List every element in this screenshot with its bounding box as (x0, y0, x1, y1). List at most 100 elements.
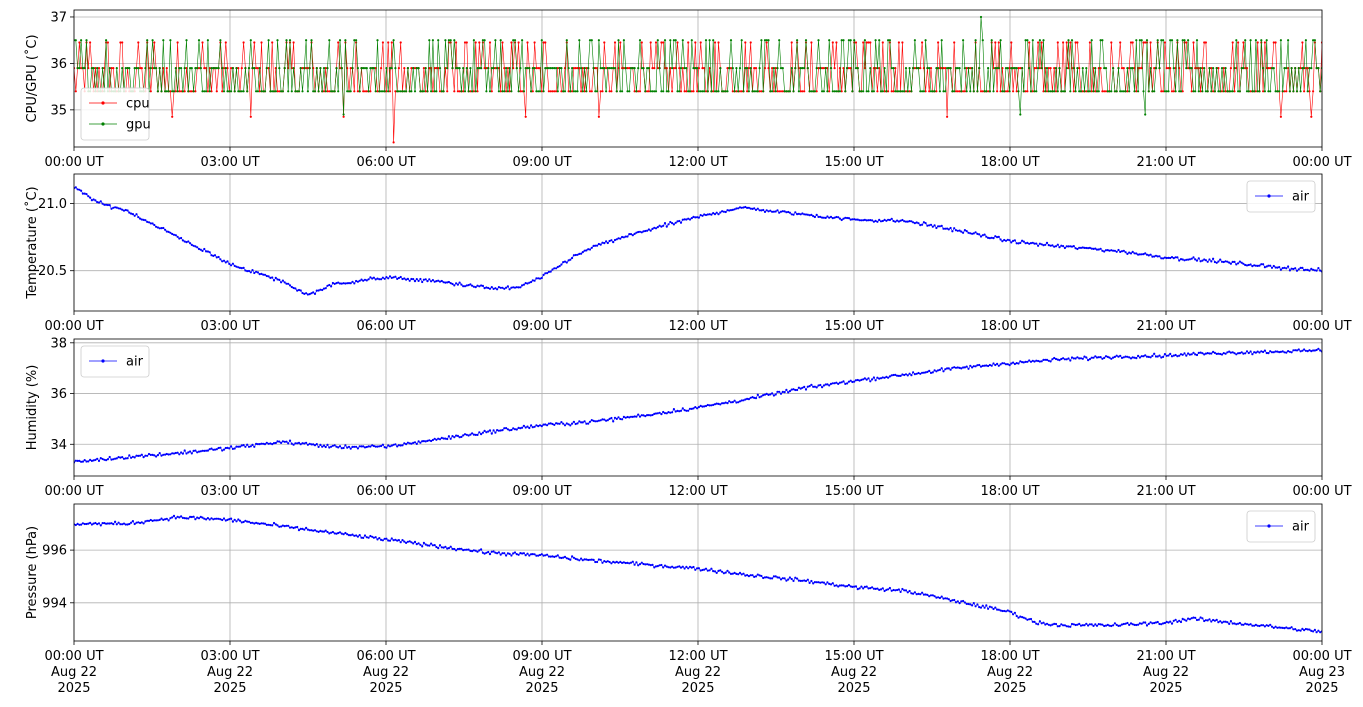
data-point (197, 39, 201, 42)
data-point (253, 41, 256, 44)
data-point (810, 213, 813, 216)
data-point (99, 200, 102, 203)
data-point (715, 90, 718, 93)
data-point (862, 219, 865, 222)
data-point (1013, 362, 1017, 366)
data-point (178, 90, 181, 93)
data-point (381, 443, 384, 446)
data-point (319, 443, 322, 446)
data-point (929, 594, 933, 597)
data-point (263, 273, 267, 276)
data-point (187, 240, 190, 243)
data-point (774, 67, 777, 70)
data-point (283, 440, 286, 443)
data-point (908, 220, 911, 223)
data-point (176, 235, 179, 238)
data-point (205, 90, 208, 93)
data-point (324, 445, 327, 449)
data-point (781, 90, 784, 93)
data-point (256, 522, 259, 525)
data-point (981, 90, 984, 93)
data-point (1269, 264, 1272, 267)
data-point (510, 428, 513, 432)
data-point (1120, 67, 1124, 70)
data-point (290, 90, 293, 93)
data-point (192, 90, 195, 93)
data-point (1062, 624, 1065, 627)
data-point (942, 90, 945, 93)
data-point (696, 90, 699, 93)
data-point (954, 601, 958, 604)
data-point (249, 39, 252, 42)
data-point (1051, 358, 1054, 361)
data-point (912, 67, 915, 70)
data-point (1201, 352, 1204, 355)
data-point (189, 242, 192, 245)
data-point (603, 418, 606, 421)
data-point (1070, 356, 1074, 359)
data-point (397, 276, 400, 280)
data-point (862, 587, 865, 590)
data-point (549, 270, 552, 273)
data-point (915, 67, 918, 70)
data-point (690, 566, 693, 569)
data-point (1072, 357, 1075, 360)
data-point (280, 281, 283, 284)
data-point (804, 579, 808, 583)
data-point (937, 225, 940, 228)
data-point (965, 365, 968, 368)
data-point (660, 225, 663, 228)
data-point (613, 67, 617, 70)
data-point (629, 415, 633, 418)
data-point (1201, 617, 1204, 620)
data-point (285, 39, 288, 42)
data-point (194, 245, 197, 248)
data-point (751, 396, 754, 399)
data-point (494, 287, 497, 290)
series-markers-air (74, 347, 1322, 464)
data-point (203, 517, 206, 520)
data-point (230, 445, 233, 448)
data-point (842, 217, 845, 220)
data-point (913, 67, 917, 70)
data-point (537, 425, 540, 428)
data-point (622, 67, 626, 70)
data-point (1288, 90, 1291, 93)
data-point (854, 67, 858, 70)
data-point (103, 203, 106, 206)
data-point (397, 90, 400, 93)
data-point (1317, 629, 1320, 632)
data-point (271, 90, 274, 93)
data-point (90, 67, 93, 70)
data-point (605, 67, 608, 70)
data-point (1256, 624, 1259, 627)
data-point (333, 444, 336, 447)
data-point (665, 225, 668, 228)
data-point (776, 576, 779, 579)
data-point (813, 385, 817, 388)
data-point (1153, 255, 1156, 258)
data-point (85, 460, 88, 463)
data-point (581, 559, 584, 562)
data-point (658, 224, 661, 227)
data-point (1095, 356, 1099, 359)
data-point (344, 531, 347, 535)
data-point (342, 446, 345, 450)
data-point (1285, 351, 1288, 354)
data-point (615, 90, 618, 93)
data-point (540, 553, 543, 556)
data-point (594, 67, 597, 70)
data-point (405, 278, 408, 281)
data-point (967, 67, 970, 70)
data-point (526, 41, 529, 44)
data-point (405, 90, 408, 93)
data-point (1174, 256, 1177, 259)
data-point (992, 90, 995, 93)
data-point (456, 67, 459, 70)
data-point (476, 550, 479, 553)
data-point (542, 41, 545, 44)
data-point (715, 402, 718, 405)
data-point (653, 412, 656, 415)
data-point (863, 218, 867, 221)
data-point (1229, 620, 1232, 623)
